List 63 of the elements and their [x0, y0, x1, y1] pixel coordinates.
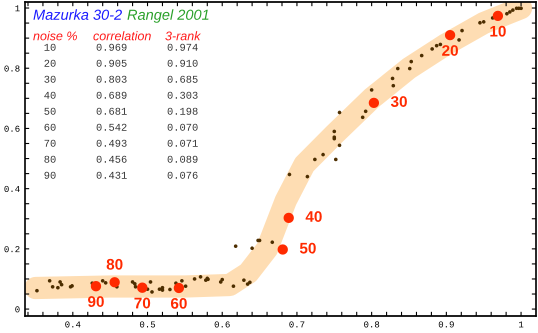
point — [492, 10, 504, 21]
annotation: 40 — [44, 92, 56, 99]
annotation: 0.803 — [96, 76, 127, 83]
point — [174, 282, 184, 294]
annotation: 0.689 — [96, 92, 127, 99]
annotation: 50 — [44, 108, 56, 115]
annotation: 90 — [88, 296, 104, 307]
point — [137, 282, 148, 293]
annotation: 20 — [44, 60, 56, 67]
x-tick-label: 0.6 — [214, 321, 230, 328]
annotation: 0.681 — [96, 108, 127, 115]
y-tick-label: 0.4 — [4, 186, 20, 192]
y-tick-label: 1 — [15, 5, 20, 12]
annotation: 0.431 — [96, 172, 127, 179]
annotation: 0.076 — [168, 172, 198, 179]
annotation: 0.974 — [168, 44, 198, 51]
annotation: 90 — [44, 172, 56, 179]
annotation: 0.910 — [168, 60, 198, 67]
point — [110, 277, 120, 288]
annotation: 70 — [134, 298, 150, 308]
y-tick-label: 0.2 — [4, 246, 20, 252]
chart-subtitle: Rangel 2001 — [127, 9, 208, 23]
y-tick-label: 0.8 — [4, 65, 20, 72]
x-tick-label: 0.9 — [438, 321, 454, 328]
annotation: 0.685 — [168, 76, 198, 83]
annotation: 50 — [300, 242, 316, 254]
point — [444, 30, 456, 40]
annotation: 0.542 — [96, 124, 127, 131]
annotation: 0.070 — [168, 124, 198, 131]
annotation: 30 — [44, 76, 56, 83]
point — [284, 212, 294, 224]
annotation: 3-rank — [165, 31, 201, 40]
y-tick-label: 0.6 — [4, 126, 20, 132]
annotation: 0.905 — [96, 60, 127, 67]
x-tick-label: 1 — [519, 321, 524, 328]
annotation: 70 — [44, 140, 56, 147]
annotation: 0.303 — [168, 92, 198, 99]
point — [368, 98, 380, 108]
annotation: 60 — [170, 298, 187, 309]
annotation: 0.089 — [168, 156, 198, 163]
annotation: correlation — [93, 31, 151, 40]
x-tick-label: 0.4 — [65, 321, 80, 328]
annotation: 10 — [44, 44, 56, 51]
annotation: 80 — [44, 156, 56, 163]
y-tick-label: 0 — [15, 306, 20, 312]
x-tick-label: 0.5 — [140, 321, 156, 328]
annotation: 40 — [306, 211, 322, 222]
annotation: 80 — [106, 258, 123, 270]
annotation: 0.493 — [96, 140, 127, 147]
point — [90, 281, 102, 292]
annotation: 0.456 — [96, 156, 127, 163]
point — [278, 244, 288, 255]
x-tick-label: 0.8 — [364, 321, 380, 328]
annotation: 0.198 — [168, 108, 198, 115]
annotation: 0.071 — [168, 140, 198, 147]
annotation: 0.969 — [96, 44, 127, 51]
chart-title: Mazurka 30-2 — [33, 9, 122, 20]
annotation: 10 — [490, 26, 506, 37]
annotation: noise % — [33, 31, 77, 40]
annotation: 60 — [44, 124, 56, 131]
x-tick-label: 0.7 — [289, 321, 304, 328]
annotation: 30 — [390, 96, 407, 107]
annotation: 20 — [442, 45, 458, 56]
